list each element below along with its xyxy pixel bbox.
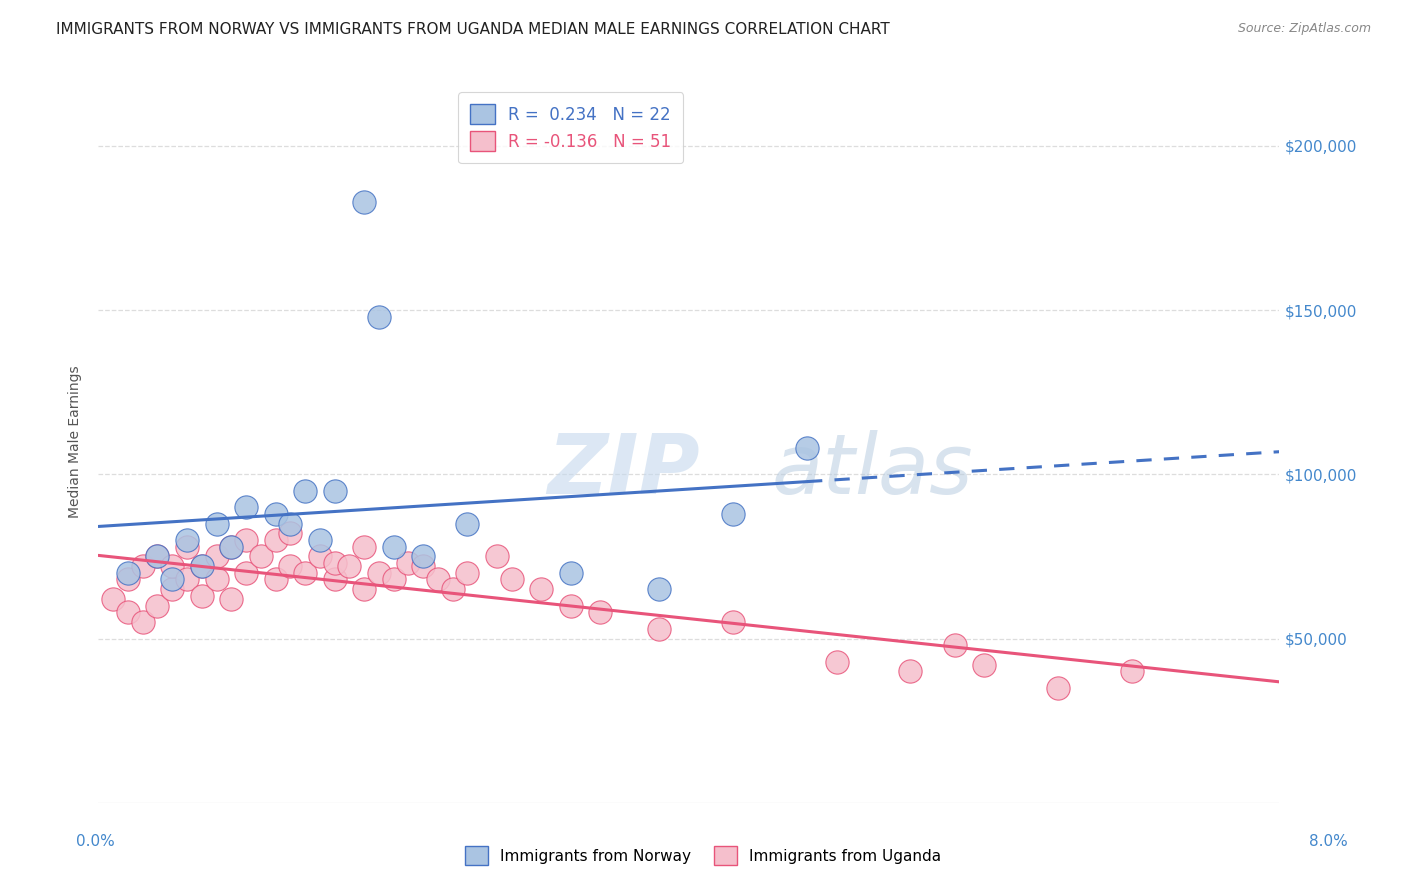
Point: [648, 582, 671, 597]
Point: [221, 592, 243, 607]
Point: [1046, 681, 1070, 695]
Text: Source: ZipAtlas.com: Source: ZipAtlas.com: [1237, 22, 1371, 36]
Point: [309, 533, 332, 547]
Text: ZIP: ZIP: [547, 430, 700, 511]
Point: [235, 500, 257, 515]
Point: [205, 516, 228, 531]
Text: atlas: atlas: [772, 430, 973, 511]
Text: 0.0%: 0.0%: [76, 834, 115, 849]
Point: [280, 526, 302, 541]
Point: [176, 573, 198, 587]
Point: [339, 559, 361, 574]
Point: [191, 559, 214, 574]
Point: [900, 665, 922, 679]
Point: [191, 559, 214, 574]
Point: [221, 540, 243, 554]
Point: [264, 533, 287, 547]
Point: [486, 549, 509, 564]
Point: [264, 507, 287, 521]
Point: [825, 655, 848, 669]
Point: [398, 556, 420, 570]
Point: [501, 573, 523, 587]
Point: [235, 566, 257, 580]
Point: [943, 638, 966, 652]
Point: [294, 483, 316, 498]
Point: [368, 566, 391, 580]
Point: [560, 566, 582, 580]
Point: [176, 540, 198, 554]
Point: [280, 516, 302, 531]
Point: [412, 559, 434, 574]
Point: [205, 573, 228, 587]
Legend: R =  0.234   N = 22, R = -0.136   N = 51: R = 0.234 N = 22, R = -0.136 N = 51: [458, 92, 683, 163]
Point: [353, 194, 375, 209]
Point: [132, 615, 155, 630]
Point: [162, 559, 183, 574]
Point: [648, 622, 671, 636]
Point: [191, 589, 214, 603]
Point: [294, 566, 316, 580]
Point: [176, 533, 198, 547]
Legend: Immigrants from Norway, Immigrants from Uganda: Immigrants from Norway, Immigrants from …: [458, 840, 948, 871]
Point: [323, 573, 346, 587]
Point: [589, 605, 612, 619]
Point: [117, 566, 139, 580]
Point: [427, 573, 450, 587]
Point: [146, 599, 169, 613]
Point: [205, 549, 228, 564]
Point: [146, 549, 169, 564]
Point: [1121, 665, 1143, 679]
Point: [309, 549, 332, 564]
Point: [146, 549, 169, 564]
Point: [221, 540, 243, 554]
Point: [441, 582, 464, 597]
Text: IMMIGRANTS FROM NORWAY VS IMMIGRANTS FROM UGANDA MEDIAN MALE EARNINGS CORRELATIO: IMMIGRANTS FROM NORWAY VS IMMIGRANTS FRO…: [56, 22, 890, 37]
Point: [382, 573, 405, 587]
Point: [280, 559, 302, 574]
Text: 8.0%: 8.0%: [1309, 834, 1348, 849]
Point: [103, 592, 125, 607]
Point: [353, 540, 375, 554]
Point: [973, 657, 995, 672]
Point: [382, 540, 405, 554]
Point: [457, 516, 479, 531]
Point: [250, 549, 273, 564]
Point: [323, 556, 346, 570]
Point: [368, 310, 391, 324]
Point: [530, 582, 553, 597]
Point: [132, 559, 155, 574]
Point: [162, 582, 183, 597]
Point: [560, 599, 582, 613]
Point: [723, 507, 745, 521]
Point: [323, 483, 346, 498]
Point: [162, 573, 183, 587]
Y-axis label: Median Male Earnings: Median Male Earnings: [69, 365, 83, 518]
Point: [723, 615, 745, 630]
Point: [412, 549, 434, 564]
Point: [235, 533, 257, 547]
Point: [457, 566, 479, 580]
Point: [264, 573, 287, 587]
Point: [353, 582, 375, 597]
Point: [796, 441, 818, 455]
Point: [117, 573, 139, 587]
Point: [117, 605, 139, 619]
